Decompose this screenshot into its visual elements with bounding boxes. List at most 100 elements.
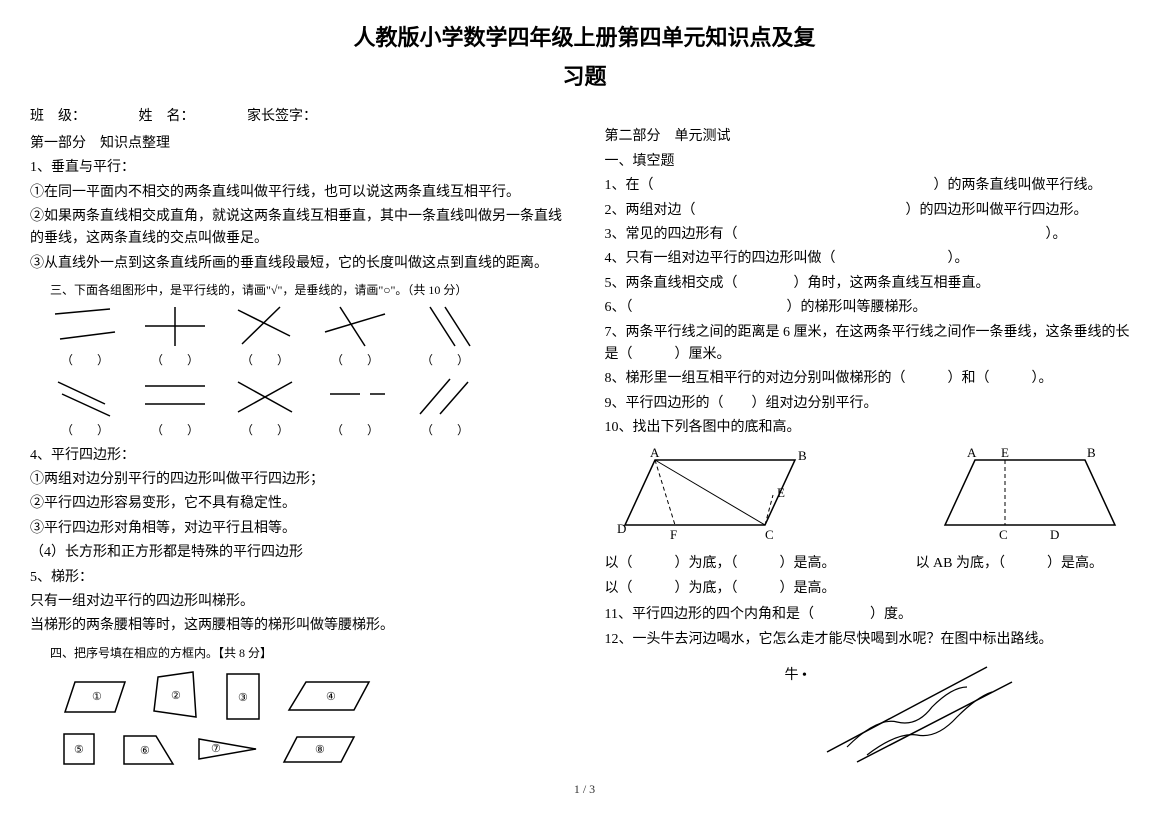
vertex-F: F: [670, 527, 677, 542]
diagram-2: （ ）: [140, 304, 210, 370]
shape-7: ⑦: [196, 735, 261, 765]
quadrilateral-icon: ②: [148, 669, 203, 724]
diagram-9: （ ）: [320, 374, 390, 440]
rectangle-icon: ③: [221, 669, 266, 724]
section1-p3: ③从直线外一点到这条直线所画的垂直线段最短，它的长度叫做这点到直线的距离。: [30, 253, 565, 275]
ans-line-1b: 以（ ）为底，（ ）是高。: [605, 578, 836, 600]
geometry-figures: A B C D E F A E B C D: [615, 445, 1140, 545]
triangle-flag-icon: ⑦: [196, 735, 261, 765]
section1-p2: ②如果两条直线相交成直角，就说这两条直线互相垂直，其中一条直线叫做另一条直线的垂…: [30, 206, 565, 251]
section-fill-title: 一、填空题: [605, 151, 1140, 173]
answer-blank: （ ）: [61, 421, 109, 440]
shape-number: ②: [171, 690, 181, 702]
section1-p1: ①在同一平面内不相交的两条直线叫做平行线，也可以说这两条直线互相平行。: [30, 182, 565, 204]
vertex-D: D: [617, 521, 626, 536]
title-line2: 习题: [30, 59, 1139, 94]
section1-title: 1、垂直与平行：: [30, 157, 565, 179]
vertex-C: C: [765, 527, 774, 542]
diagram-row-2: （ ） （ ） （ ）: [50, 374, 565, 440]
left-column: 班 级： 姓 名： 家长签字： 第一部分 知识点整理 1、垂直与平行： ①在同一…: [30, 104, 565, 772]
q10: 10、找出下列各图中的底和高。: [605, 417, 1140, 439]
fig3-caption: 三、下面各组图形中，是平行线的，请画"√"，是垂线的，请画"○"。（共 10 分…: [50, 281, 565, 300]
vertex-A: A: [650, 445, 660, 460]
trapezoid-wrap: A E B C D: [935, 445, 1125, 545]
shapes-row-2: ⑤ ⑥ ⑦ ⑧: [60, 730, 565, 770]
trapezoid-figure: A E B C D: [935, 445, 1125, 545]
section4-p1: ①两组对边分别平行的四边形叫做平行四边形；: [30, 469, 565, 491]
answer-blank: （ ）: [421, 421, 469, 440]
section5-p1: 只有一组对边平行的四边形叫梯形。: [30, 591, 565, 613]
vertex-B: B: [798, 448, 807, 463]
answer-blank: （ ）: [331, 351, 379, 370]
shape-4: ④: [284, 676, 374, 716]
section4-p2: ②平行四边形容易变形，它不具有稳定性。: [30, 493, 565, 515]
answer-blank: （ ）: [151, 351, 199, 370]
section5-title: 5、梯形：: [30, 567, 565, 589]
student-info-line: 班 级： 姓 名： 家长签字：: [30, 106, 565, 128]
shape-number: ①: [92, 691, 102, 703]
shape-number: ⑥: [140, 745, 150, 757]
page-number: 1 / 3: [30, 780, 1139, 799]
answer-blank: （ ）: [61, 351, 109, 370]
diagram-row-1: （ ） （ ） （ ）: [50, 304, 565, 370]
q1: 1、在（ ）的两条直线叫做平行线。: [605, 175, 1140, 197]
vertex-E: E: [777, 485, 785, 500]
right-column: 第二部分 单元测试 一、填空题 1、在（ ）的两条直线叫做平行线。 2、两组对边…: [605, 104, 1140, 772]
lines-icon: [320, 304, 390, 349]
q11: 11、平行四边形的四个内角和是（ ）度。: [605, 604, 1140, 626]
cow-river-figure: 牛 •: [785, 657, 1140, 767]
lines-icon: [410, 374, 480, 419]
vertex-A: A: [967, 445, 977, 460]
diagram-1: （ ）: [50, 304, 120, 370]
shape-8: ⑧: [279, 732, 359, 767]
diagram-4: （ ）: [320, 304, 390, 370]
shape-number: ⑧: [315, 744, 325, 756]
section4-p3: ③平行四边形对角相等，对边平行且相等。: [30, 518, 565, 540]
cow-label: 牛 •: [785, 665, 807, 687]
vertex-D: D: [1050, 527, 1059, 542]
diagram-6: （ ）: [50, 374, 120, 440]
diagram-7: （ ）: [140, 374, 210, 440]
part1-title: 第一部分 知识点整理: [30, 133, 565, 155]
diagram-10: （ ）: [410, 374, 480, 440]
q3: 3、常见的四边形有（ ）。: [605, 224, 1140, 246]
vertex-E: E: [1001, 445, 1009, 460]
lines-icon: [140, 304, 210, 349]
q8: 8、梯形里一组互相平行的对边分别叫做梯形的（ ）和（ ）。: [605, 368, 1140, 390]
class-label: 班 级：: [30, 109, 79, 124]
title-block: 人教版小学数学四年级上册第四单元知识点及复 习题: [30, 20, 1139, 94]
lines-icon: [410, 304, 480, 349]
lines-icon: [50, 374, 120, 419]
right-trapezoid-icon: ⑥: [118, 730, 178, 770]
q2: 2、两组对边（ ）的四边形叫做平行四边形。: [605, 200, 1140, 222]
q5: 5、两条直线相交成（ ）角时，这两条直线互相垂直。: [605, 273, 1140, 295]
left-answers: 以（ ）为底，（ ）是高。 以（ ）为底，（ ）是高。: [605, 551, 836, 602]
title-line1: 人教版小学数学四年级上册第四单元知识点及复: [30, 20, 1139, 55]
diagram-3: （ ）: [230, 304, 300, 370]
shape-3: ③: [221, 669, 266, 724]
parallelogram-figure: A B C D E F: [615, 445, 815, 545]
diagram-5: （ ）: [410, 304, 480, 370]
shapes-row-1: ① ② ③ ④: [60, 669, 565, 724]
answer-blank: （ ）: [241, 421, 289, 440]
lines-icon: [230, 374, 300, 419]
shape-1: ①: [60, 674, 130, 719]
shape-number: ③: [238, 692, 248, 704]
shape-5: ⑤: [60, 730, 100, 770]
lines-icon: [320, 374, 390, 419]
square-icon: ⑤: [60, 730, 100, 770]
answer-blank: （ ）: [331, 421, 379, 440]
trapezoid-icon: ④: [284, 676, 374, 716]
shape-6: ⑥: [118, 730, 178, 770]
shape-number: ⑦: [211, 743, 221, 755]
name-label: 姓 名：: [139, 109, 188, 124]
shape-number: ④: [326, 691, 336, 703]
vertex-B: B: [1087, 445, 1096, 460]
lines-icon: [50, 304, 120, 349]
fig4-caption: 四、把序号填在相应的方框内。【共 8 分】: [50, 644, 565, 663]
section5-p2: 当梯形的两条腰相等时，这两腰相等的梯形叫做等腰梯形。: [30, 615, 565, 637]
river-icon: [817, 657, 1017, 767]
section4-title: 4、平行四边形：: [30, 445, 565, 467]
q4: 4、只有一组对边平行的四边形叫做（ ）。: [605, 248, 1140, 270]
part2-title: 第二部分 单元测试: [605, 126, 1140, 148]
